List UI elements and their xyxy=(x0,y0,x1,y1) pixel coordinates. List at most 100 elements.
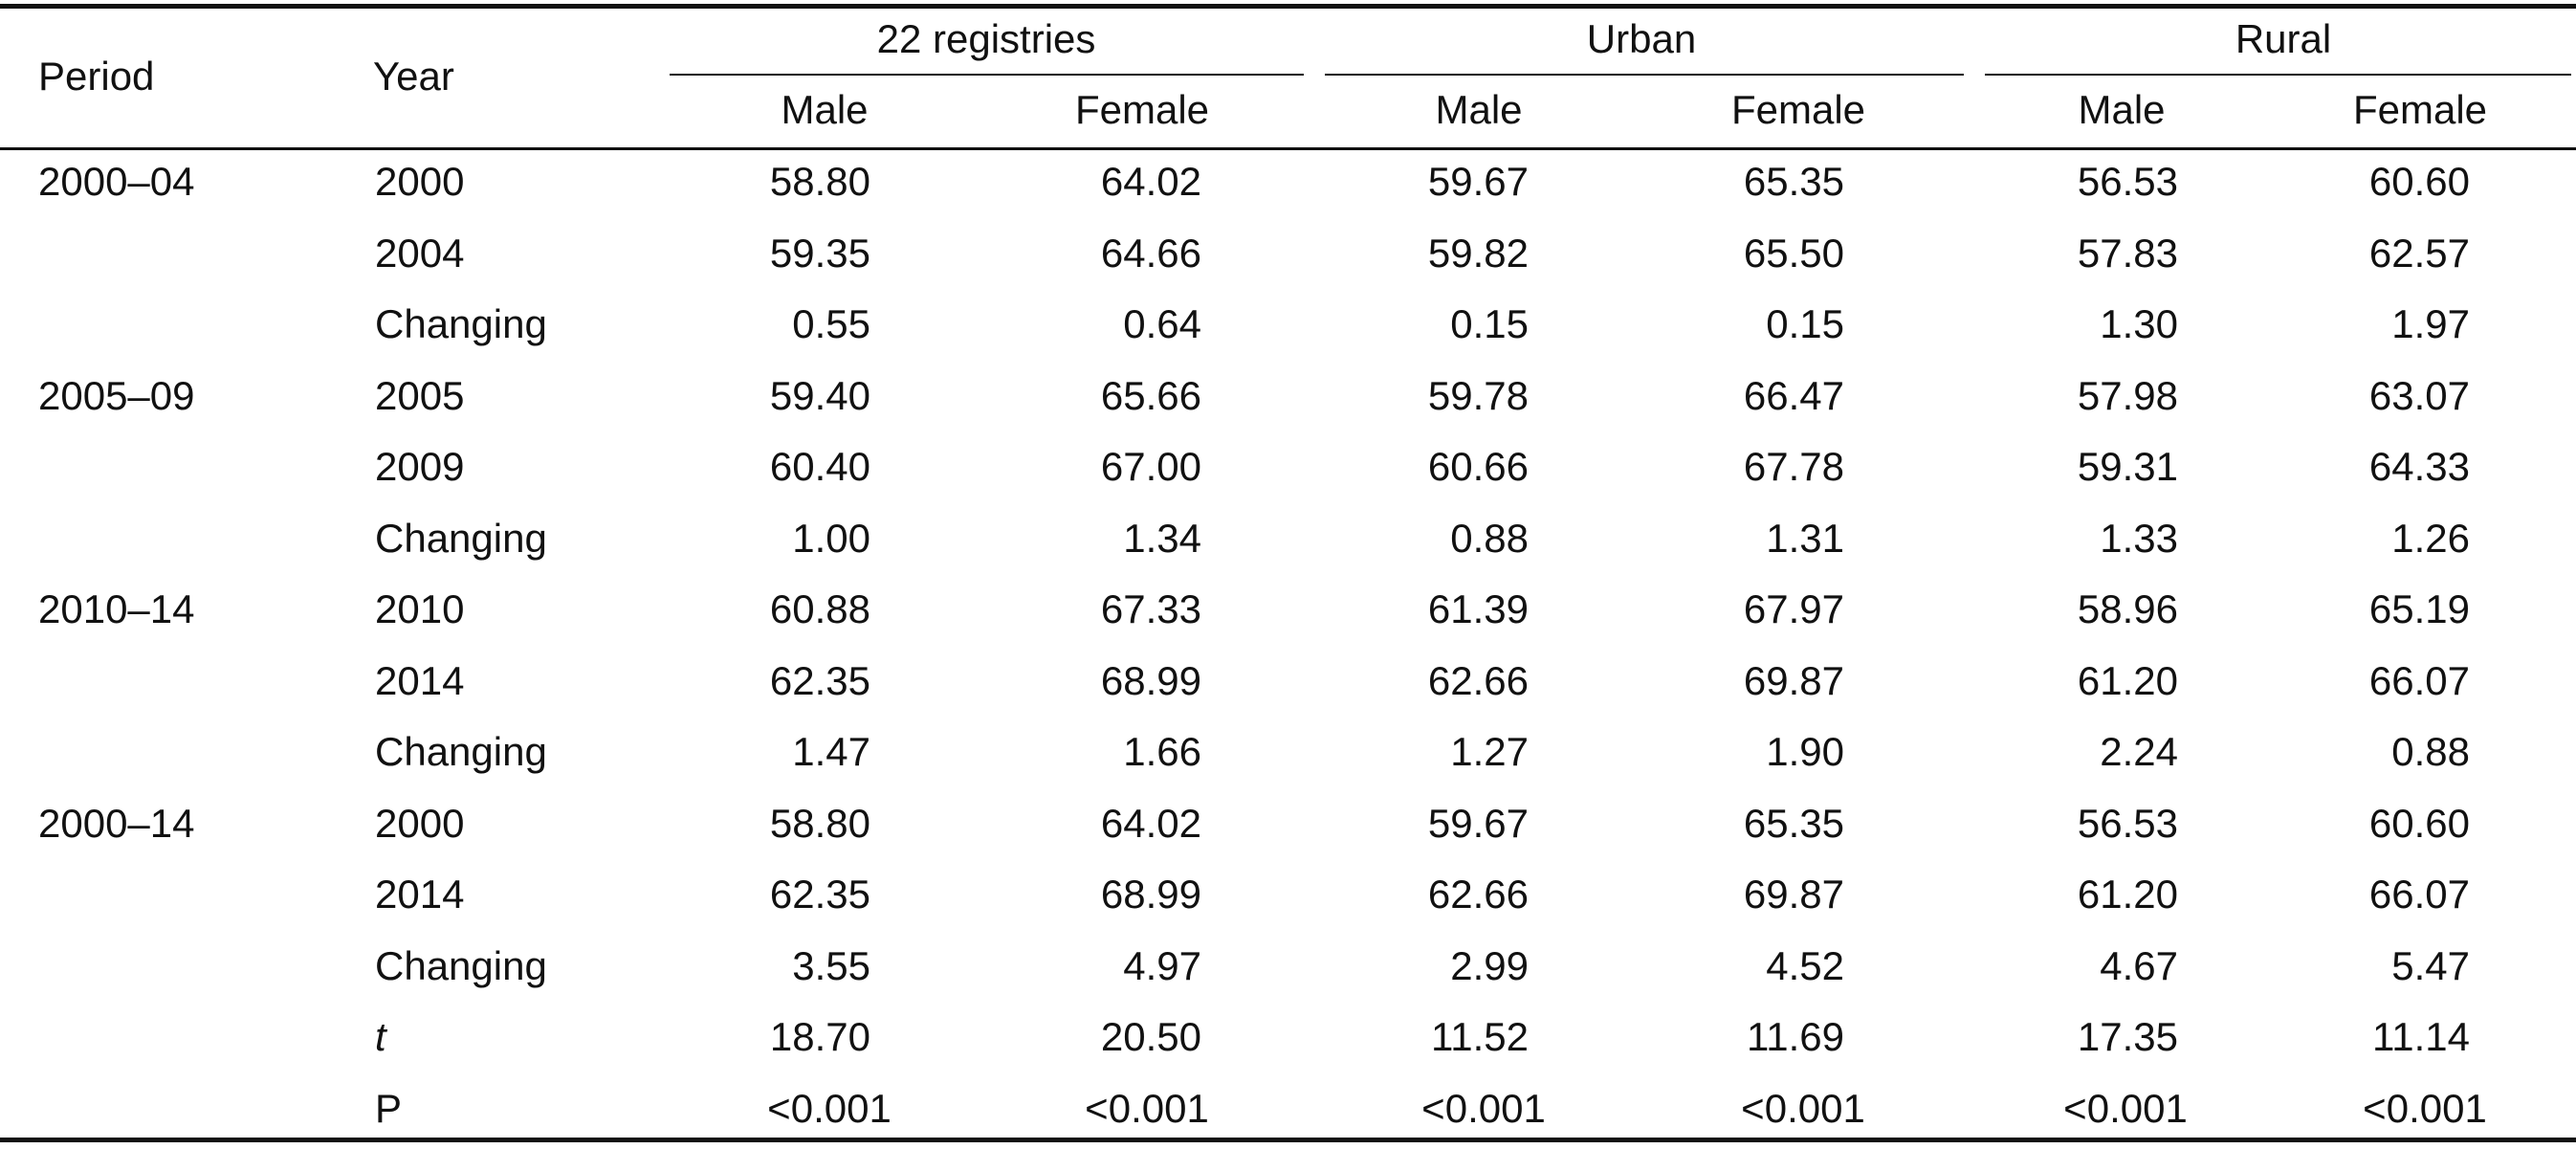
table-cell: <0.001 xyxy=(767,1086,892,1131)
row-year: Changing xyxy=(375,943,547,988)
table-cell: 57.98 xyxy=(2077,373,2178,418)
table-cell: 4.67 xyxy=(2100,943,2178,988)
row-period: 2005–09 xyxy=(38,373,195,418)
header-period: Period xyxy=(38,54,155,99)
header-sex: Female xyxy=(1730,87,1866,132)
table-cell: 65.35 xyxy=(1743,801,1844,846)
table-cell: 59.67 xyxy=(1427,801,1529,846)
table-cell: 62.66 xyxy=(1427,872,1529,917)
table-cell: 67.33 xyxy=(1100,586,1201,631)
row-year: 2009 xyxy=(375,444,465,489)
table-cell: 62.66 xyxy=(1427,658,1529,703)
table-cell: 66.47 xyxy=(1743,373,1844,418)
table-cell: 0.88 xyxy=(2391,729,2470,774)
table-cell: 58.80 xyxy=(769,801,870,846)
table-cell: 58.80 xyxy=(769,159,870,204)
table-cell: 61.20 xyxy=(2077,872,2178,917)
table-cell: <0.001 xyxy=(1741,1086,1865,1131)
table-cell: 11.69 xyxy=(1747,1014,1844,1059)
row-period: 2000–04 xyxy=(38,159,195,204)
header-year: Year xyxy=(373,54,454,99)
table-cell: 64.02 xyxy=(1100,801,1201,846)
table-cell: 60.60 xyxy=(2368,159,2470,204)
table-cell: 11.52 xyxy=(1431,1014,1529,1059)
table-cell: 64.02 xyxy=(1100,159,1201,204)
table-cell: 60.88 xyxy=(769,586,870,631)
table-cell: 59.40 xyxy=(769,373,870,418)
header-group-22-registries: 22 registries xyxy=(876,16,1096,61)
header-sex: Male xyxy=(2078,87,2166,132)
table-cell: 59.35 xyxy=(769,231,870,276)
table-cell: 4.52 xyxy=(1766,943,1844,988)
table-cell: 65.50 xyxy=(1743,231,1844,276)
table-cell: 1.27 xyxy=(1450,729,1529,774)
table-cell: 2.24 xyxy=(2100,729,2178,774)
table-cell: 68.99 xyxy=(1100,872,1201,917)
row-year: 2000 xyxy=(375,159,465,204)
table-cell: 0.15 xyxy=(1766,301,1844,346)
table-cell: 65.35 xyxy=(1743,159,1844,204)
table-cell: 58.96 xyxy=(2077,586,2178,631)
table-top-rule xyxy=(0,4,2576,9)
row-year: 2014 xyxy=(375,872,465,917)
table-cell: 60.66 xyxy=(1427,444,1529,489)
header-bottom-rule xyxy=(0,147,2576,150)
table-cell: 1.34 xyxy=(1123,516,1201,561)
row-year: Changing xyxy=(375,301,547,346)
table-cell: 57.83 xyxy=(2077,231,2178,276)
table-cell: 1.33 xyxy=(2100,516,2178,561)
group-underline-rural xyxy=(1985,74,2571,76)
table-cell: 62.35 xyxy=(769,872,870,917)
header-sex: Female xyxy=(1074,87,1210,132)
table-cell: 4.97 xyxy=(1123,943,1201,988)
table-cell: 59.31 xyxy=(2077,444,2178,489)
table-bottom-rule xyxy=(0,1138,2576,1142)
table-cell: <0.001 xyxy=(2063,1086,2188,1131)
table-cell: 62.57 xyxy=(2368,231,2470,276)
table-cell: 59.67 xyxy=(1427,159,1529,204)
row-year: 2010 xyxy=(375,586,465,631)
group-underline-urban xyxy=(1325,74,1964,76)
table-cell: 60.60 xyxy=(2368,801,2470,846)
group-underline-22-registries xyxy=(670,74,1304,76)
table-cell: 1.00 xyxy=(792,516,870,561)
table-cell: 67.97 xyxy=(1743,586,1844,631)
table-cell: 5.47 xyxy=(2391,943,2470,988)
table-cell: 2.99 xyxy=(1450,943,1529,988)
row-year: P xyxy=(375,1086,403,1131)
table-cell: 0.64 xyxy=(1123,301,1201,346)
table-cell: <0.001 xyxy=(1085,1086,1209,1131)
table-cell: 61.39 xyxy=(1427,586,1529,631)
row-year: 2000 xyxy=(375,801,465,846)
header-sex: Female xyxy=(2352,87,2488,132)
table-cell: 3.55 xyxy=(792,943,870,988)
table-cell: 66.07 xyxy=(2368,658,2470,703)
table-cell: 61.20 xyxy=(2077,658,2178,703)
row-period: 2000–14 xyxy=(38,801,195,846)
table-cell: 68.99 xyxy=(1100,658,1201,703)
table-cell: 17.35 xyxy=(2077,1014,2178,1059)
table-cell: 56.53 xyxy=(2077,159,2178,204)
table-cell: 67.78 xyxy=(1743,444,1844,489)
table-cell: 64.66 xyxy=(1100,231,1201,276)
header-sex: Male xyxy=(1435,87,1523,132)
table-cell: 1.31 xyxy=(1766,516,1844,561)
table-cell: 64.33 xyxy=(2368,444,2470,489)
table-cell: <0.001 xyxy=(1421,1086,1546,1131)
header-group-urban: Urban xyxy=(1586,16,1697,61)
table-cell: 0.15 xyxy=(1450,301,1529,346)
table-cell: 1.90 xyxy=(1766,729,1844,774)
table-cell: <0.001 xyxy=(2363,1086,2487,1131)
row-year: 2014 xyxy=(375,658,465,703)
row-period: 2010–14 xyxy=(38,586,195,631)
table-cell: 65.19 xyxy=(2368,586,2470,631)
table-cell: 11.14 xyxy=(2372,1014,2470,1059)
table-cell: 1.97 xyxy=(2391,301,2470,346)
table-cell: 69.87 xyxy=(1743,872,1844,917)
table-cell: 67.00 xyxy=(1100,444,1201,489)
table-cell: 1.66 xyxy=(1123,729,1201,774)
table-cell: 69.87 xyxy=(1743,658,1844,703)
table-cell: 1.47 xyxy=(792,729,870,774)
table-cell: 62.35 xyxy=(769,658,870,703)
